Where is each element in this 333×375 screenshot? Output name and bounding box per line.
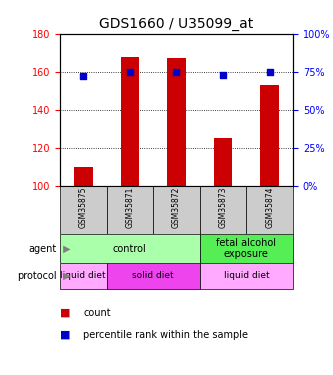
Text: control: control [113,244,147,254]
Text: protocol: protocol [17,271,57,281]
Text: GSM35871: GSM35871 [125,187,135,228]
Point [127,69,133,75]
Bar [121,57,139,186]
Text: liquid diet: liquid diet [60,271,106,280]
Bar [200,234,293,263]
Bar [107,263,200,289]
Bar [107,186,153,234]
Bar [60,186,107,234]
Point [267,69,272,75]
Point [220,72,226,78]
Text: ■: ■ [60,308,71,318]
Bar [74,166,93,186]
Bar [60,263,107,289]
Bar [260,85,279,186]
Point [174,69,179,75]
Text: solid diet: solid diet [133,271,174,280]
Text: fetal alcohol
exposure: fetal alcohol exposure [216,238,276,260]
Bar [167,58,186,186]
Text: liquid diet: liquid diet [223,271,269,280]
Text: count: count [83,308,111,318]
Bar [200,186,246,234]
Text: ▶: ▶ [60,271,71,281]
Text: ■: ■ [60,330,71,340]
Text: agent: agent [28,244,57,254]
Bar [200,263,293,289]
Title: GDS1660 / U35099_at: GDS1660 / U35099_at [99,17,254,32]
Bar [246,186,293,234]
Text: GSM35873: GSM35873 [218,187,228,228]
Text: GSM35872: GSM35872 [172,187,181,228]
Text: percentile rank within the sample: percentile rank within the sample [83,330,248,340]
Bar [214,138,232,186]
Text: GSM35874: GSM35874 [265,187,274,228]
Bar [153,186,200,234]
Text: GSM35875: GSM35875 [79,187,88,228]
Text: ▶: ▶ [60,244,71,254]
Point [81,73,86,79]
Bar [60,234,200,263]
